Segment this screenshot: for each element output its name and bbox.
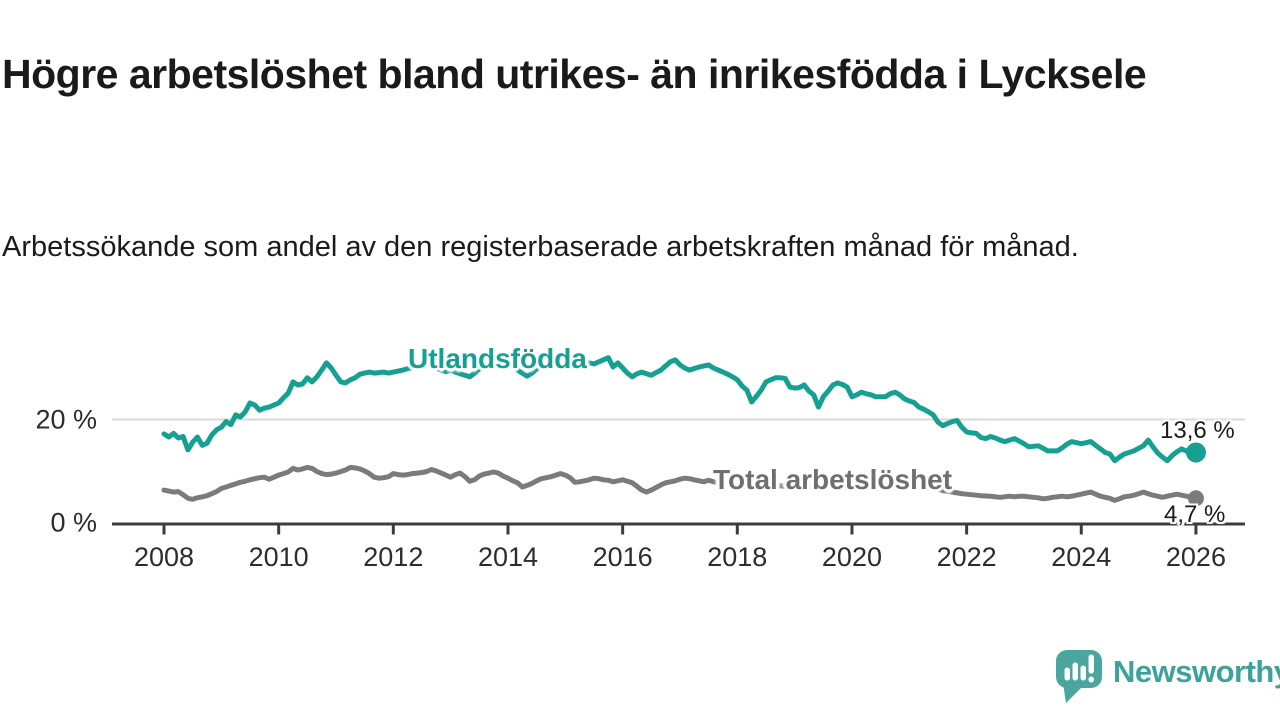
svg-text:2018: 2018	[707, 542, 767, 572]
end-value-label-total: 4,7 %	[1164, 501, 1226, 528]
y-axis-labels: 0 % 20 %	[35, 405, 97, 538]
svg-text:2022: 2022	[937, 542, 997, 572]
series-label-utlandsfodda: Utlandsfödda	[408, 343, 587, 374]
chart-subtitle: Arbetssökande som andel av den registerb…	[2, 231, 1079, 263]
newsworthy-logo-icon	[1056, 650, 1102, 703]
svg-text:2016: 2016	[593, 542, 653, 572]
newsworthy-logo-text: Newsworthy	[1113, 654, 1280, 689]
svg-text:2014: 2014	[478, 542, 538, 572]
series-lines	[161, 355, 1199, 503]
end-value-label-utlandsfodda: 13,6 %	[1160, 417, 1235, 444]
svg-text:2026: 2026	[1166, 542, 1226, 572]
newsworthy-logo: Newsworthy	[1056, 650, 1280, 706]
x-axis: 2008 2010 2012 2014 2016 2018 2020 2022 2024 2026	[112, 522, 1245, 572]
svg-text:2020: 2020	[822, 542, 882, 572]
svg-text:2010: 2010	[249, 542, 309, 572]
svg-text:0 %: 0 %	[50, 508, 97, 538]
svg-text:2008: 2008	[134, 542, 194, 572]
series-label-total-arbetsloshet: Total arbetslöshet	[713, 464, 953, 495]
svg-text:2024: 2024	[1051, 542, 1111, 572]
svg-text:20 %: 20 %	[35, 405, 97, 435]
page-title: Högre arbetslöshet bland utrikes- än inr…	[2, 51, 1147, 98]
end-dots	[1185, 442, 1206, 507]
svg-text:2012: 2012	[363, 542, 423, 572]
